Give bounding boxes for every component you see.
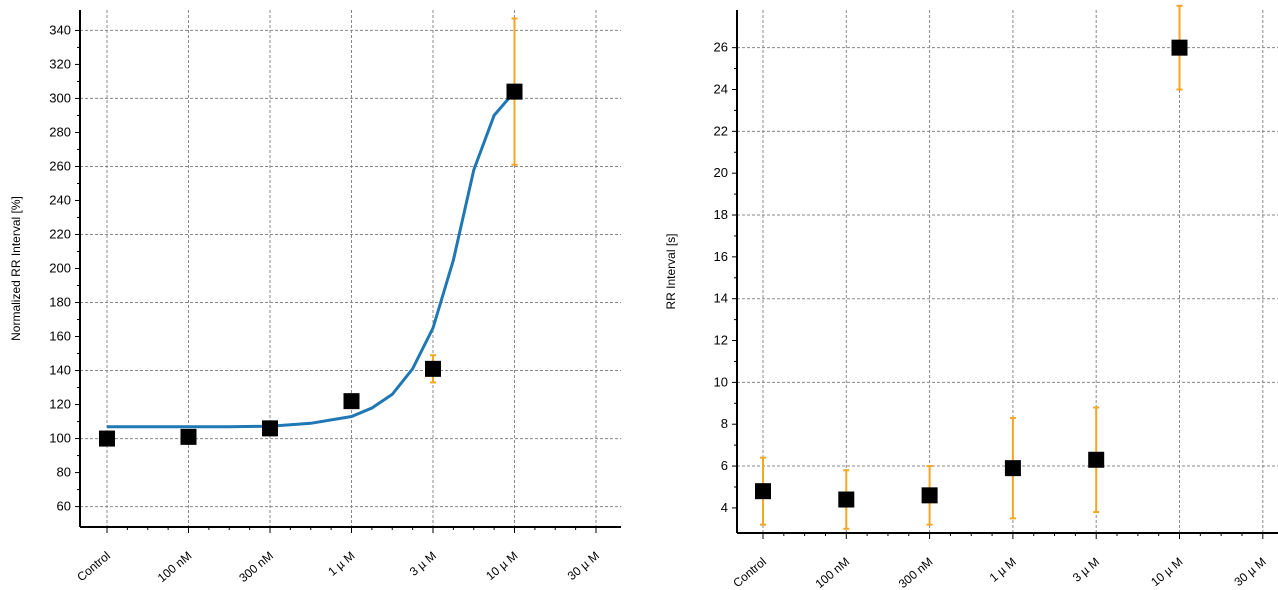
x-tick-label: 300 nM bbox=[236, 549, 276, 585]
y-tick-label: 20 bbox=[714, 165, 728, 180]
y-tick-label: 320 bbox=[49, 56, 71, 71]
y-tick-label: 4 bbox=[721, 500, 728, 515]
y-tick-label: 26 bbox=[714, 40, 728, 55]
y-tick-label: 10 bbox=[714, 374, 728, 389]
data-point bbox=[838, 492, 854, 508]
y-tick-label: 16 bbox=[714, 249, 728, 264]
y-tick-label: 22 bbox=[714, 123, 728, 138]
data-point bbox=[99, 431, 115, 447]
y-tick-label: 240 bbox=[49, 192, 71, 207]
x-tick-label: 1 µ M bbox=[987, 555, 1019, 585]
y-tick-label: 12 bbox=[714, 333, 728, 348]
x-tick-label: 30 µ M bbox=[1231, 555, 1268, 589]
y-tick-label: 120 bbox=[49, 397, 71, 412]
x-tick-label: 3 µ M bbox=[407, 549, 439, 579]
fit-curve bbox=[107, 92, 515, 427]
y-tick-label: 80 bbox=[57, 465, 71, 480]
y-tick-label: 300 bbox=[49, 90, 71, 105]
x-tick-label: Control bbox=[730, 555, 769, 590]
data-point bbox=[922, 487, 938, 503]
x-tick-label: 30 µ M bbox=[565, 549, 602, 583]
x-tick-label: 10 µ M bbox=[1148, 555, 1185, 589]
data-point bbox=[507, 84, 523, 100]
x-tick-label: 100 nM bbox=[155, 549, 195, 585]
y-tick-label: 180 bbox=[49, 295, 71, 310]
x-tick-label: 10 µ M bbox=[483, 549, 520, 583]
data-point bbox=[344, 393, 360, 409]
x-tick-label: 300 nM bbox=[896, 555, 936, 590]
y-axis-label: Normalized RR Interval [%] bbox=[9, 196, 23, 341]
x-tick-label: 1 µ M bbox=[325, 549, 357, 579]
x-tick-label: 100 nM bbox=[813, 555, 853, 590]
data-point bbox=[1172, 40, 1188, 56]
data-point bbox=[1088, 452, 1104, 468]
data-point bbox=[181, 429, 197, 445]
y-tick-label: 140 bbox=[49, 363, 71, 378]
data-point bbox=[425, 361, 441, 377]
y-tick-label: 18 bbox=[714, 207, 728, 222]
y-tick-label: 24 bbox=[714, 81, 728, 96]
chart-2: 4 6 8 10 12 14 16 18 20 22 24 26 Control 100 nM 300 nM… bbox=[664, 6, 1278, 590]
y-tick-label: 8 bbox=[721, 416, 728, 431]
y-tick-label: 260 bbox=[49, 158, 71, 173]
y-tick-label: 340 bbox=[49, 22, 71, 37]
x-tick-label: 3 µ M bbox=[1070, 555, 1102, 585]
y-tick-label: 6 bbox=[721, 458, 728, 473]
y-tick-label: 60 bbox=[57, 499, 71, 514]
data-point bbox=[1005, 460, 1021, 476]
y-tick-label: 200 bbox=[49, 261, 71, 276]
chart-1: 60 80 100 120 140 160 180 200 220 240 260 280 300 320… bbox=[9, 10, 621, 585]
data-point bbox=[755, 483, 771, 499]
y-tick-label: 14 bbox=[714, 291, 728, 306]
data-point bbox=[262, 420, 278, 436]
x-tick-label: Control bbox=[74, 549, 113, 585]
y-tick-label: 100 bbox=[49, 431, 71, 446]
y-tick-label: 280 bbox=[49, 124, 71, 139]
y-axis-label: RR Interval [s] bbox=[664, 233, 678, 309]
y-tick-label: 160 bbox=[49, 329, 71, 344]
y-tick-label: 220 bbox=[49, 226, 71, 241]
